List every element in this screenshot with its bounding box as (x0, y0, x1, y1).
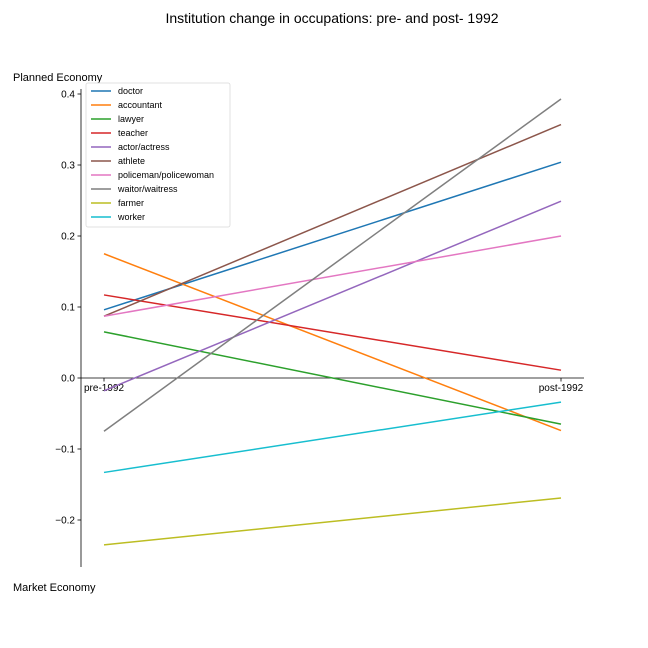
legend-label: waitor/waitress (117, 184, 178, 194)
legend-label: policeman/policewoman (118, 170, 214, 180)
y-tick-label: 0.4 (61, 90, 75, 101)
chart-title: Institution change in occupations: pre- … (165, 10, 498, 26)
x-tick-label: pre-1992 (84, 383, 124, 394)
y-tick-label: 0.3 (61, 161, 75, 172)
series-line-athlete (103, 123, 562, 317)
series-line-lawyer (103, 331, 562, 425)
legend: doctor accountant lawyer teacher actor/actre… (85, 82, 231, 228)
series-line-actor-actress (103, 200, 562, 392)
y-tick-label: 0.0 (61, 374, 75, 385)
legend-box (85, 82, 231, 228)
series-line-accountant (103, 253, 562, 432)
y-tick-label: −0.2 (55, 516, 75, 527)
legend-label: lawyer (118, 114, 144, 124)
axes: 0.4 0.3 0.2 0.1 0.0 −0.1 −0.2 pre-1992 post-1992 (55, 89, 584, 567)
legend-label: accountant (118, 100, 163, 110)
series-line-doctor (103, 161, 562, 311)
y-tick-label: 0.1 (61, 303, 75, 314)
series-line-waitor-waitress (103, 98, 562, 432)
y-tick-label: 0.2 (61, 232, 75, 243)
series-lines (103, 98, 562, 546)
series-line-worker (103, 401, 562, 474)
market-economy-label: Market Economy (13, 582, 96, 594)
series-line-farmer (103, 497, 562, 546)
legend-label: teacher (118, 128, 148, 138)
y-tick-label: −0.1 (55, 445, 75, 456)
legend-label: farmer (118, 198, 144, 208)
planned-economy-label: Planned Economy (13, 72, 103, 84)
legend-label: doctor (118, 86, 143, 96)
legend-label: athlete (118, 156, 145, 166)
x-tick-label: post-1992 (539, 383, 584, 394)
legend-label: actor/actress (118, 142, 170, 152)
legend-label: worker (117, 212, 145, 222)
series-line-policeman-policewoman (103, 235, 562, 317)
series-line-teacher (103, 294, 562, 371)
